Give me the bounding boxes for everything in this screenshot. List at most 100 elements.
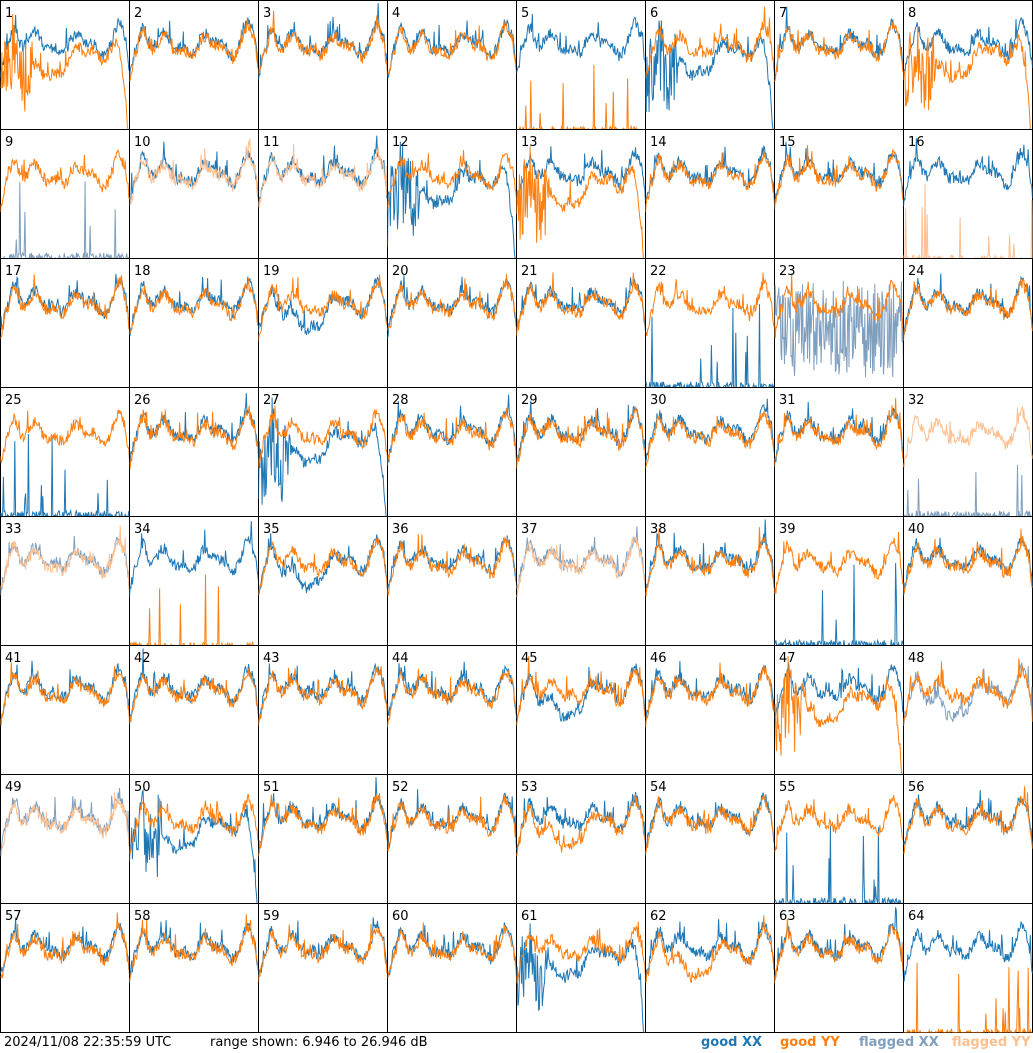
series-yy-good [903, 786, 1033, 854]
series-yy-good [903, 278, 1033, 341]
panel-9: 9 [0, 129, 130, 259]
timestamp: 2024/11/08 22:35:59 UTC [4, 1035, 172, 1050]
panel-label: 1 [5, 6, 13, 21]
legend-good-xx: good XX [701, 1035, 763, 1050]
panel-57: 57 [0, 903, 130, 1033]
panel-label: 33 [5, 522, 22, 537]
series-yy-good [774, 795, 904, 852]
panel-29: 29 [516, 387, 646, 517]
panel-21: 21 [516, 258, 646, 388]
series-yy-good [0, 662, 130, 726]
panel-label: 35 [263, 522, 280, 537]
panel-15: 15 [774, 129, 904, 259]
series-yy-good [774, 273, 904, 339]
series-xx-flagged [903, 661, 1033, 726]
series-xx-good [516, 791, 646, 851]
panel-40: 40 [903, 516, 1033, 646]
series-xx-good [516, 13, 646, 74]
panel-label: 56 [908, 780, 925, 795]
panel-label: 15 [779, 135, 796, 150]
panel-label: 49 [5, 780, 22, 795]
series-yy-good [387, 150, 517, 210]
panel-label: 43 [263, 651, 280, 666]
series-yy-good [645, 6, 775, 80]
series-yy-good [387, 922, 517, 979]
series-yy-flagged [903, 183, 1033, 259]
series-yy-good [387, 273, 517, 331]
panel-33: 33 [0, 516, 130, 646]
series-xx-good [0, 434, 130, 517]
panel-label: 12 [392, 135, 409, 150]
panel-59: 59 [258, 903, 388, 1033]
panel-14: 14 [645, 129, 775, 259]
panel-55: 55 [774, 774, 904, 904]
panel-label: 51 [263, 780, 280, 795]
panel-label: 41 [5, 651, 22, 666]
series-yy-good [129, 278, 259, 335]
panel-label: 38 [650, 522, 667, 537]
panel-label: 26 [134, 393, 151, 408]
series-yy-good [645, 527, 775, 597]
panel-19: 19 [258, 258, 388, 388]
series-yy-flagged [0, 525, 130, 593]
panel-label: 60 [392, 909, 409, 924]
panel-label: 36 [392, 522, 409, 537]
panel-53: 53 [516, 774, 646, 904]
panel-45: 45 [516, 645, 646, 775]
panel-label: 18 [134, 264, 151, 279]
footer: 2024/11/08 22:35:59 UTC range shown: 6.9… [0, 1034, 1033, 1053]
panel-7: 7 [774, 0, 904, 130]
panel-label: 53 [521, 780, 538, 795]
range-label: range shown: 6.946 to 26.946 dB [210, 1035, 428, 1050]
series-yy-good [516, 656, 646, 726]
series-yy-good [645, 794, 775, 856]
panel-37: 37 [516, 516, 646, 646]
panel-24: 24 [903, 258, 1033, 388]
series-yy-flagged [129, 138, 259, 205]
panel-62: 62 [645, 903, 775, 1033]
panel-43: 43 [258, 645, 388, 775]
series-xx-good [387, 141, 517, 259]
panel-label: 37 [521, 522, 538, 537]
panel-41: 41 [0, 645, 130, 775]
panel-11: 11 [258, 129, 388, 259]
series-yy-good [774, 918, 904, 984]
panel-label: 9 [5, 135, 13, 150]
series-yy-good [129, 668, 259, 723]
legend-good-yy: good YY [780, 1035, 840, 1050]
panel-label: 47 [779, 651, 796, 666]
series-xx-good [258, 533, 388, 595]
panel-1: 1 [0, 0, 130, 130]
series-yy-good [258, 793, 388, 857]
panel-label: 28 [392, 393, 409, 408]
panel-26: 26 [129, 387, 259, 517]
panel-label: 32 [908, 393, 925, 408]
panel-label: 17 [5, 264, 22, 279]
panel-22: 22 [645, 258, 775, 388]
series-yy-good [645, 272, 775, 336]
series-xx-flagged [774, 281, 904, 378]
panel-label: 46 [650, 651, 667, 666]
series-xx-good [258, 276, 388, 335]
series-yy-good [903, 658, 1033, 726]
series-yy-good [774, 398, 904, 467]
series-yy-flagged [258, 144, 388, 208]
series-xx-good [903, 138, 1033, 207]
panel-52: 52 [387, 774, 517, 904]
series-yy-good [0, 148, 130, 212]
panel-label: 13 [521, 135, 538, 150]
panel-61: 61 [516, 903, 646, 1033]
panel-13: 13 [516, 129, 646, 259]
series-yy-good [516, 146, 646, 259]
series-yy-good [258, 10, 388, 77]
series-yy-good [903, 962, 1033, 1033]
panel-6: 6 [645, 0, 775, 130]
panel-44: 44 [387, 645, 517, 775]
panel-label: 27 [263, 393, 280, 408]
panel-50: 50 [129, 774, 259, 904]
series-yy-good [129, 794, 259, 854]
panel-label: 7 [779, 6, 787, 21]
panel-56: 56 [903, 774, 1033, 904]
panel-label: 58 [134, 909, 151, 924]
